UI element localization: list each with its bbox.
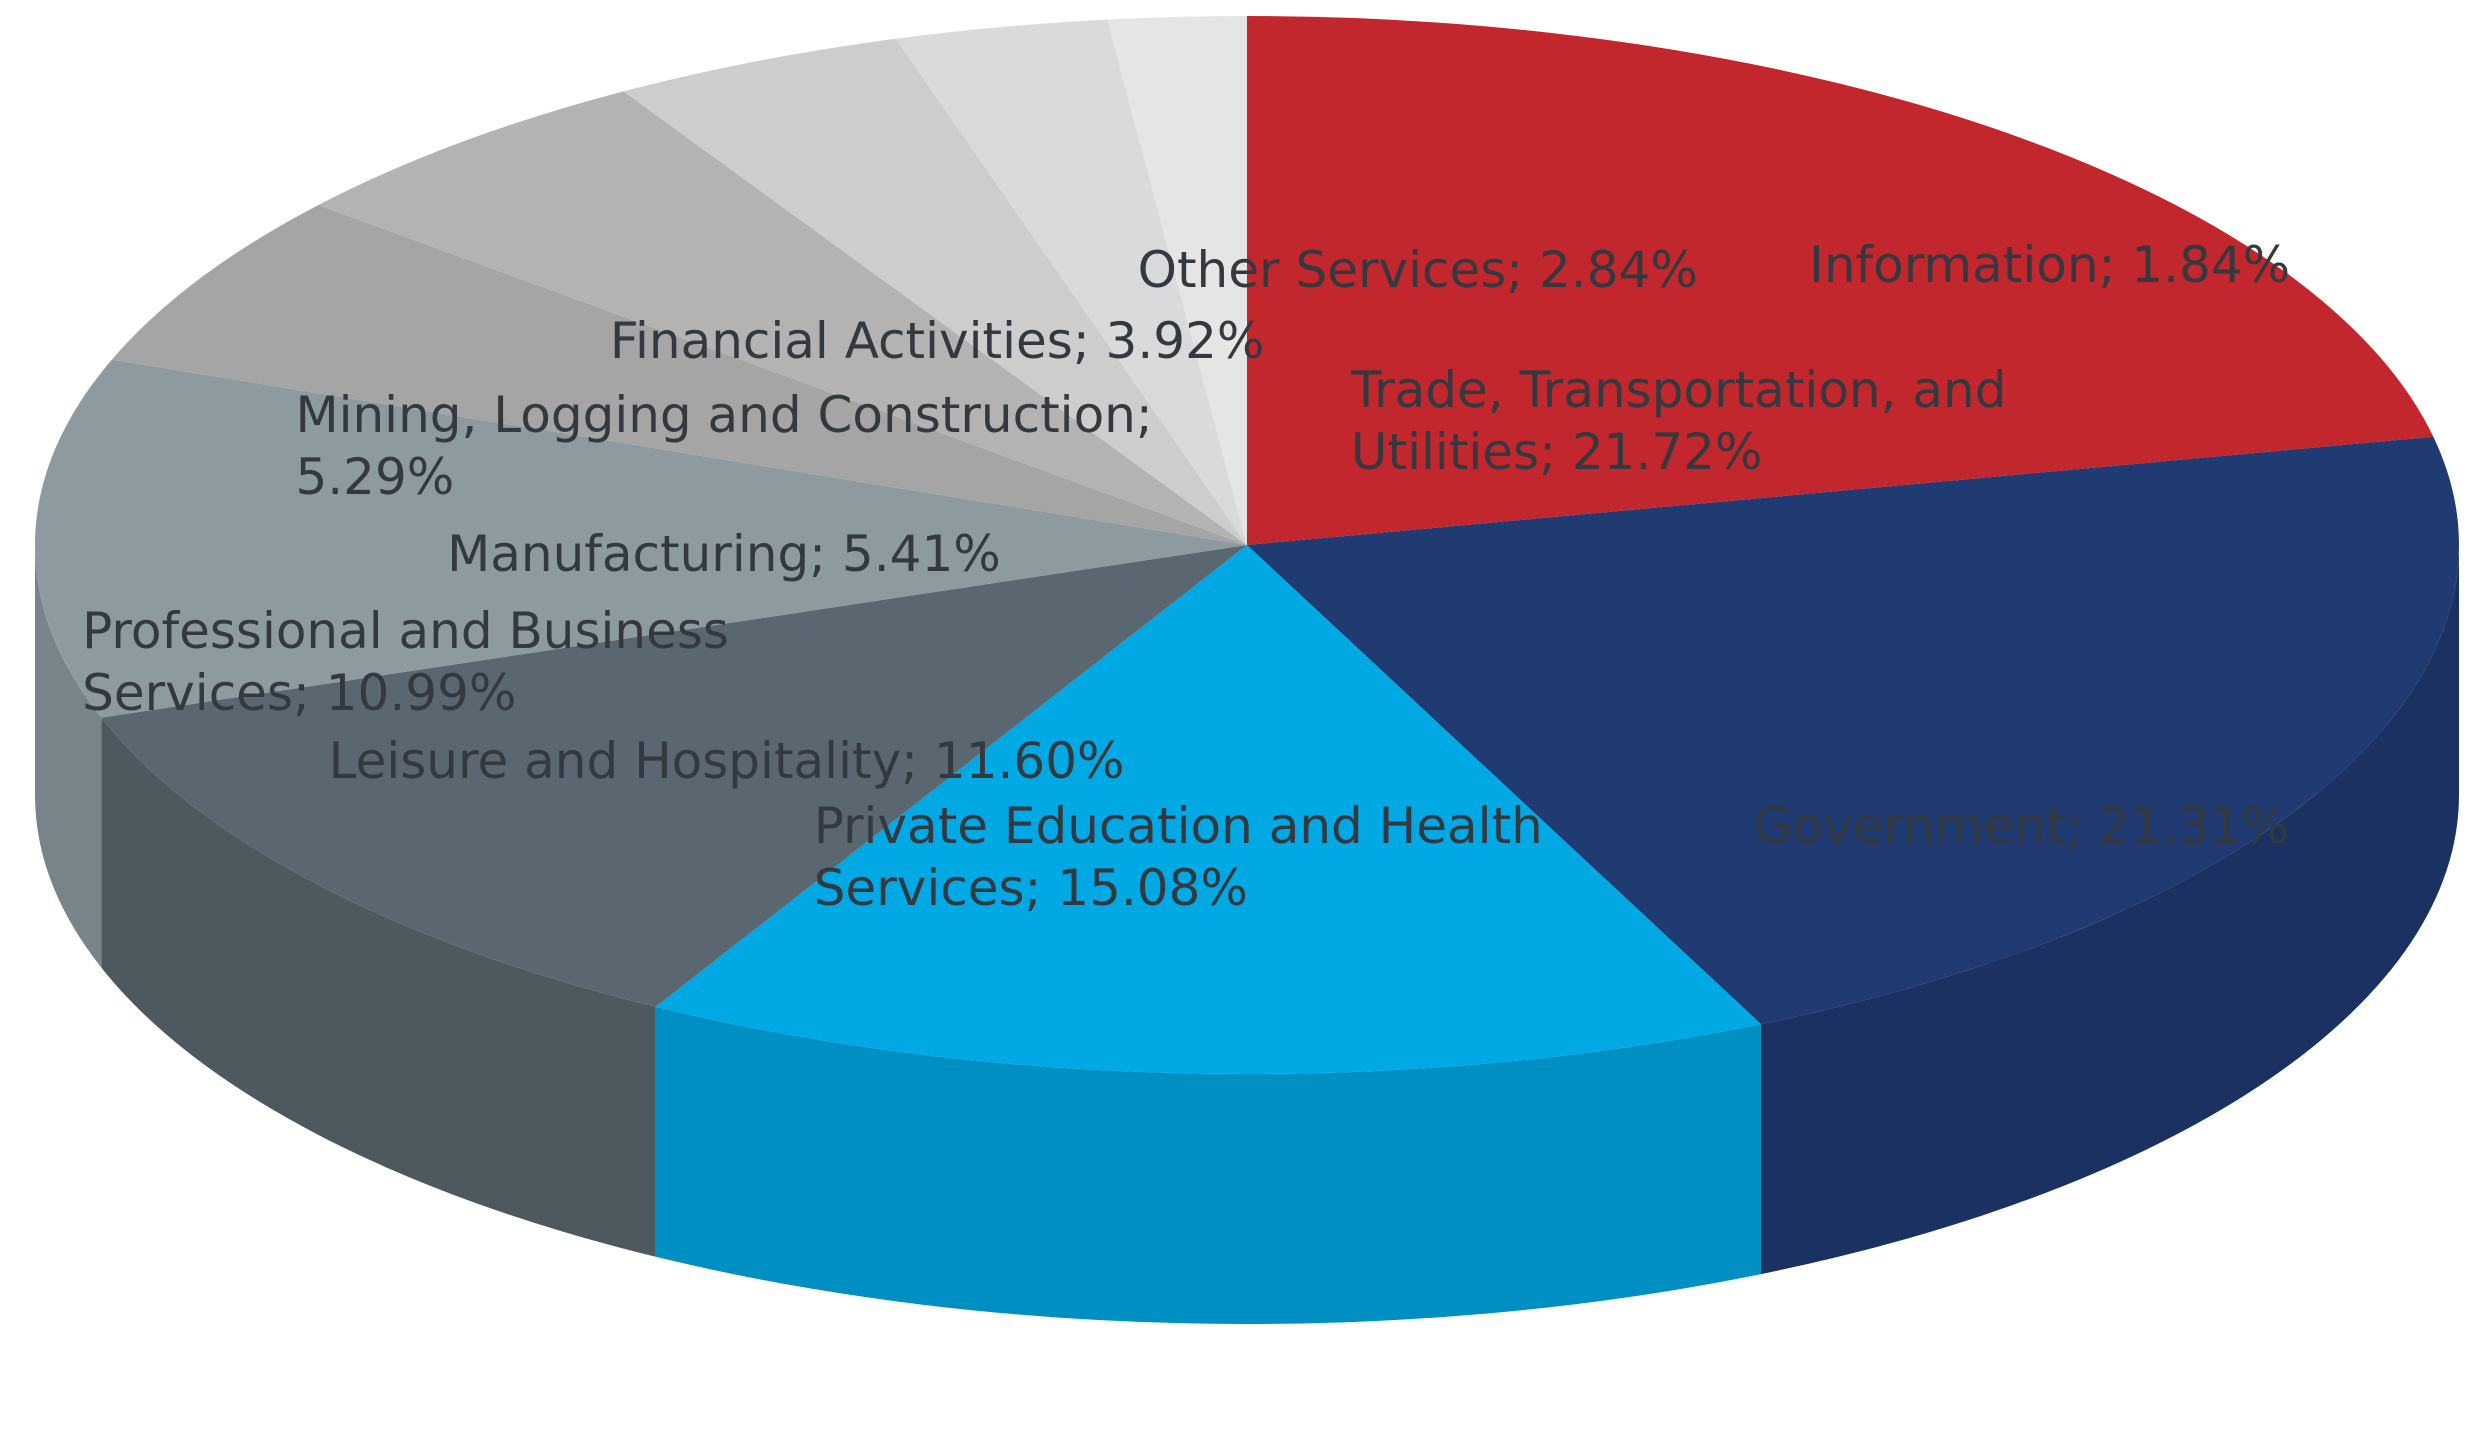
slice [655,545,1761,1074]
slice [1107,16,1247,545]
data-label: Financial Activities; 3.92% [609,311,1265,370]
slice [895,19,1247,546]
data-label: Government; 21.31% [1753,796,2290,855]
slice-side [35,545,102,968]
slice-side [1760,545,2459,1275]
slice [1247,436,2459,1025]
data-label: Leisure and Hospitality; 11.60% [328,731,1125,790]
data-label: Private Education and Health Services; 1… [813,796,1543,917]
data-label: Information; 1.84% [1809,235,2291,294]
slice-side [655,1006,1761,1325]
data-label: Mining, Logging and Construction; 5.29% [295,385,1153,506]
slice [318,91,1247,545]
data-label: Trade, Transportation, and Utilities; 21… [1350,360,2007,481]
slice-side [101,717,656,1257]
data-label: Manufacturing; 5.41% [447,524,1001,583]
slice [1247,16,2434,545]
data-label: Other Services; 2.84% [1137,240,1698,299]
slice [34,359,1247,718]
data-label: Professional and Business Services; 10.9… [82,602,729,723]
slice [111,204,1248,545]
slice [101,545,1248,1007]
slice [623,38,1247,546]
